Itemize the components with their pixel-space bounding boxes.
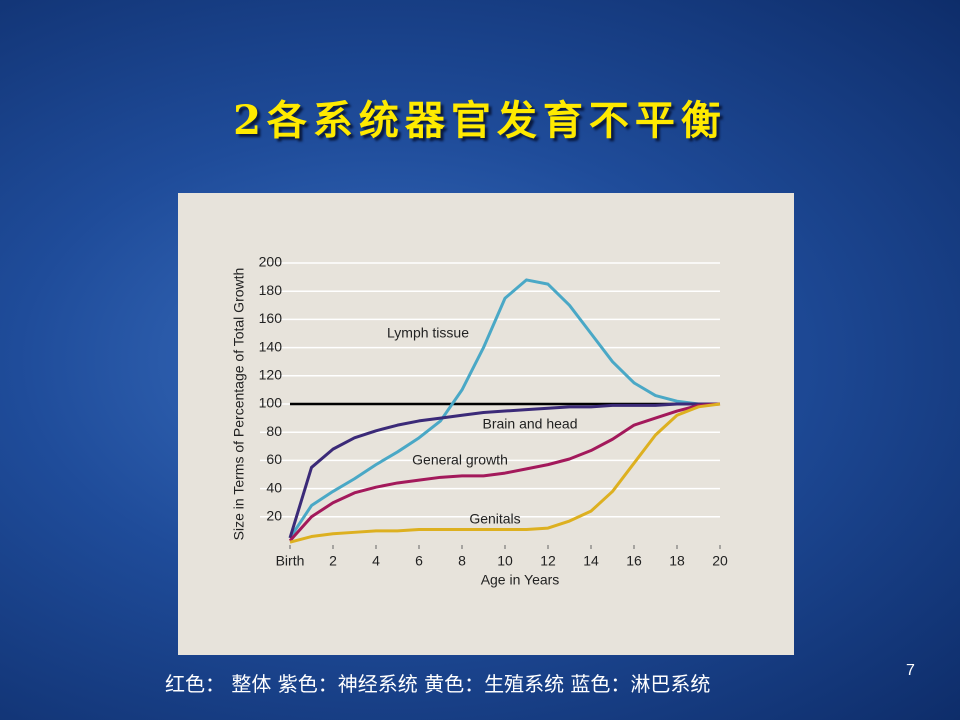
x-tick-label: 18 <box>669 553 685 569</box>
x-tick-label: Birth <box>276 553 305 569</box>
y-tick-label: 20 <box>266 508 282 524</box>
y-tick-label: 40 <box>266 479 282 495</box>
y-tick-label: 100 <box>259 395 283 411</box>
x-tick-label: 10 <box>497 553 513 569</box>
x-tick-label: 12 <box>540 553 556 569</box>
series-line <box>288 402 721 542</box>
y-tick-label: 160 <box>259 310 283 326</box>
x-tick-label: 16 <box>626 553 642 569</box>
x-tick-label: 4 <box>372 553 380 569</box>
x-tick-label: 14 <box>583 553 599 569</box>
series-line <box>289 402 721 544</box>
x-tick-label: 8 <box>458 553 466 569</box>
caption: 红色： 整体 紫色：神经系统 黄色：生殖系统 蓝色：淋巴系统 <box>165 672 711 696</box>
chart-panel <box>178 193 794 655</box>
y-tick-label: 80 <box>266 423 282 439</box>
series-line <box>288 402 720 539</box>
y-axis-label: Size in Terms of Percentage of Total Gro… <box>231 268 247 541</box>
series-label: General growth <box>412 452 508 468</box>
x-tick-label: 6 <box>415 553 423 569</box>
y-tick-label: 180 <box>259 282 283 298</box>
series-line <box>288 278 720 539</box>
y-tick-label: 60 <box>266 451 282 467</box>
x-tick-label: 20 <box>712 553 728 569</box>
x-tick-label: 2 <box>329 553 337 569</box>
y-tick-label: 200 <box>259 254 283 270</box>
x-axis-label: Age in Years <box>481 572 560 588</box>
series-label: Brain and head <box>483 416 578 432</box>
page-number: 7 <box>906 662 915 679</box>
y-tick-label: 120 <box>259 367 283 383</box>
series-label: Lymph tissue <box>387 325 469 341</box>
slide-title: 2各系统器官发育不平衡 <box>233 97 727 144</box>
y-tick-label: 140 <box>259 338 283 354</box>
series-label: Genitals <box>469 511 520 527</box>
